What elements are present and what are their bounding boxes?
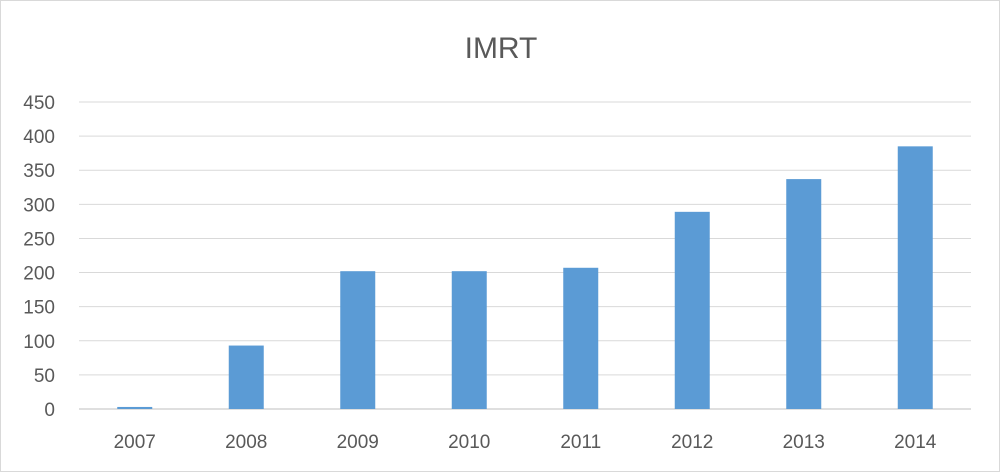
y-tick-label: 300: [23, 195, 55, 216]
bar-2009: [340, 271, 376, 409]
x-tick-label: 2007: [114, 432, 156, 453]
y-tick-label: 250: [23, 229, 55, 250]
y-axis-ticks: 0 50 100 150 200 250 300 350 400 450: [23, 93, 55, 421]
x-tick-label: 2011: [560, 432, 601, 453]
y-tick-label: 50: [34, 366, 55, 387]
bar-2012: [674, 211, 710, 409]
y-tick-label: 400: [23, 127, 55, 148]
gridlines: [79, 101, 971, 410]
y-tick-label: 100: [23, 332, 55, 353]
x-axis-ticks: 2007 2008 2009 2010 2011 2012 2013 2014: [114, 432, 937, 453]
y-tick-label: 350: [23, 161, 55, 182]
bar-2008: [228, 345, 264, 409]
y-tick-label: 450: [23, 93, 55, 114]
x-tick-label: 2013: [783, 432, 825, 453]
bar-2007: [117, 406, 153, 409]
x-tick-label: 2012: [671, 432, 713, 453]
chart-title: IMRT: [465, 32, 538, 65]
bar-2011: [563, 267, 599, 409]
y-tick-label: 200: [23, 264, 55, 285]
bar-2010: [451, 271, 487, 409]
x-tick-label: 2010: [448, 432, 490, 453]
bars: [117, 146, 933, 409]
x-tick-label: 2014: [894, 432, 937, 453]
x-tick-label: 2008: [225, 432, 267, 453]
y-tick-label: 150: [23, 298, 55, 319]
bar-2014: [897, 146, 933, 409]
bar-2013: [786, 179, 822, 409]
x-tick-label: 2009: [337, 432, 379, 453]
y-tick-label: 0: [44, 400, 55, 421]
